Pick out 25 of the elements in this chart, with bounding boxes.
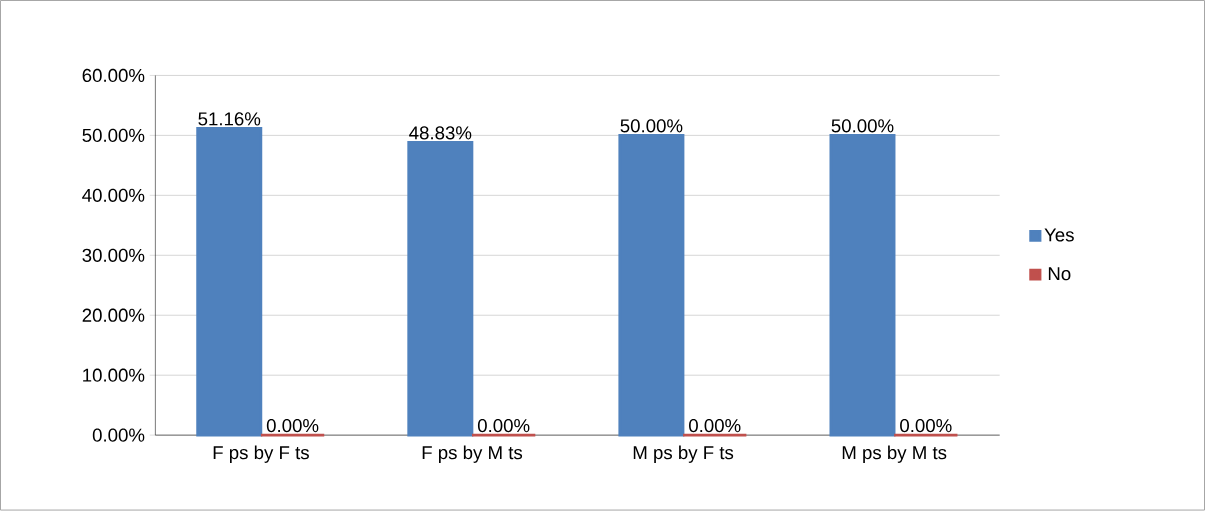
data-label: 0.00% [900,419,952,433]
y-tick-label: 20.00% [82,308,145,323]
x-tick-label: F ps by M ts [422,445,523,464]
y-tick-label: 30.00% [82,248,145,263]
data-label: 48.83% [409,126,472,140]
data-label: 0.00% [689,419,741,433]
bar [407,141,474,437]
data-label: 50.00% [620,119,683,133]
y-tick-label: 50.00% [82,128,145,143]
bar [829,134,896,437]
y-tick-label: 60.00% [82,69,145,83]
y-tick-label: 40.00% [82,188,145,203]
bar [618,134,685,437]
legend-label: Yes [1044,228,1074,242]
x-tick-label: M ps by F ts [633,445,734,464]
x-tick-label: F ps by F ts [213,445,309,464]
data-label: 50.00% [831,119,894,133]
data-label: 0.00% [477,419,530,433]
data-label: 51.16% [198,112,261,126]
legend-label: No [1048,267,1071,281]
y-tick-label: 0.00% [92,428,145,442]
x-tick-label: M ps by M ts [842,445,947,464]
bar [196,127,263,437]
y-tick-label: 10.00% [83,368,145,382]
data-label: 0.00% [266,419,319,433]
